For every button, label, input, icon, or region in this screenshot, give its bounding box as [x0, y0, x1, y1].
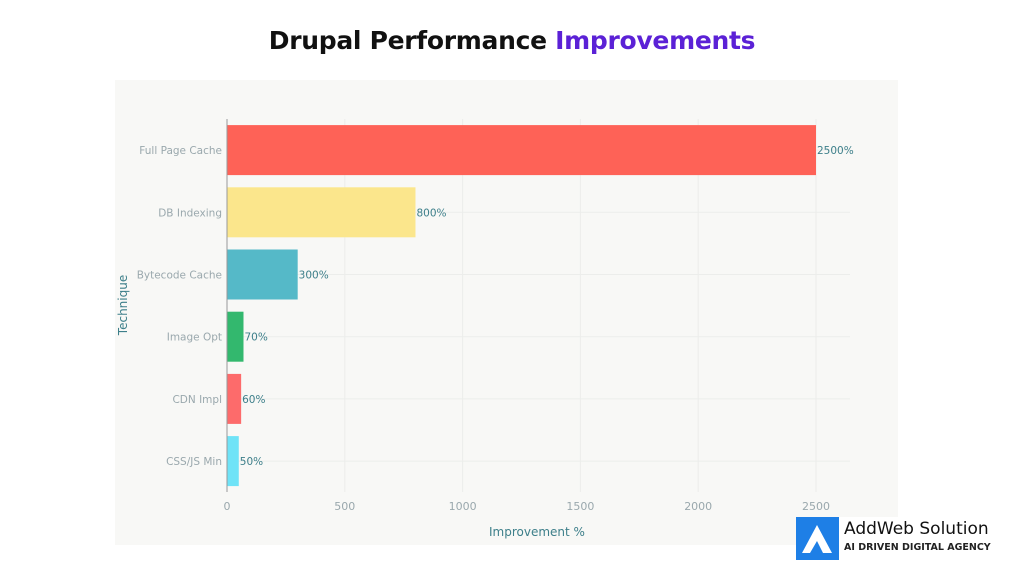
title-accent: Improvements — [555, 26, 756, 55]
bar — [227, 125, 816, 176]
bar — [227, 311, 244, 362]
x-tick-label: 1500 — [566, 500, 594, 513]
y-tick-label: CSS/JS Min — [166, 456, 222, 468]
addweb-logo: AddWeb Solution AI DRIVEN DIGITAL AGENCY — [796, 517, 1024, 561]
x-tick-label: 1000 — [449, 500, 477, 513]
bar — [227, 249, 298, 300]
x-tick-label: 2000 — [684, 500, 712, 513]
logo-tagline: AI DRIVEN DIGITAL AGENCY — [844, 542, 991, 553]
y-tick-label: Bytecode Cache — [137, 270, 222, 282]
y-tick-label: DB Indexing — [158, 207, 222, 219]
data-label: 300% — [299, 270, 329, 282]
y-tick-label: CDN Impl — [172, 394, 222, 406]
x-tick-label: 0 — [224, 500, 231, 513]
x-tick-label: 2500 — [802, 500, 830, 513]
x-axis-label: Improvement % — [489, 525, 585, 539]
y-axis-label: Technique — [116, 275, 130, 336]
logo-mark-icon — [796, 517, 839, 560]
y-tick-label: Full Page Cache — [139, 145, 222, 157]
logo-name: AddWeb Solution — [844, 519, 989, 539]
bar — [227, 373, 242, 424]
data-label: 50% — [240, 456, 263, 468]
data-label: 60% — [242, 394, 265, 406]
data-label: 70% — [244, 332, 267, 344]
bar — [227, 187, 416, 238]
x-tick-label: 500 — [334, 500, 355, 513]
data-label: 800% — [416, 207, 446, 219]
y-tick-label: Image Opt — [167, 332, 222, 344]
data-label: 2500% — [817, 145, 854, 157]
bar — [227, 436, 239, 487]
chart-title: Drupal Performance Improvements — [0, 26, 1024, 55]
title-main: Drupal Performance — [268, 26, 547, 55]
